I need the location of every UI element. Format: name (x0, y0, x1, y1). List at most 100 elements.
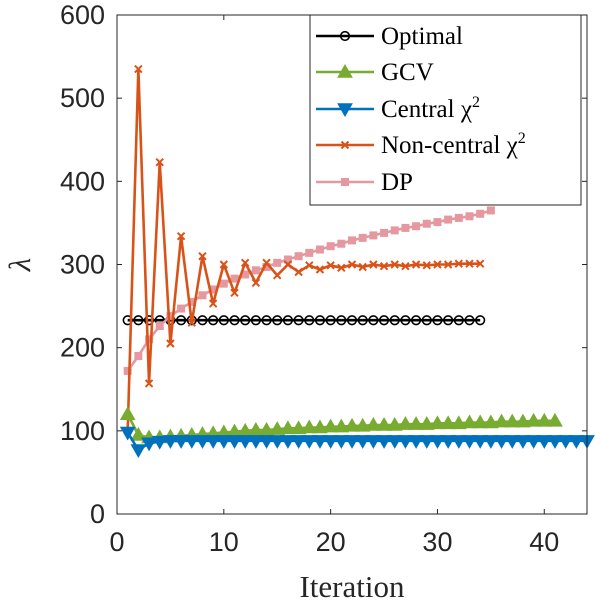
data-point (326, 242, 335, 251)
data-point (486, 206, 495, 215)
data-point (557, 435, 574, 449)
data-point (440, 415, 456, 430)
series-3 (123, 64, 485, 436)
data-point (273, 271, 282, 280)
data-point (493, 435, 510, 449)
data-point (155, 322, 164, 331)
data-point (429, 435, 446, 449)
data-point (175, 315, 187, 326)
legend-item: DP (316, 169, 413, 196)
data-point (133, 315, 144, 326)
series-2 (119, 426, 595, 458)
y-tick-label: 600 (60, 0, 105, 30)
data-point (515, 413, 531, 428)
data-point (151, 435, 168, 450)
data-point (205, 435, 221, 449)
data-point (450, 415, 467, 430)
data-point (325, 315, 336, 326)
data-point (525, 412, 542, 427)
data-point (397, 416, 414, 430)
data-point (400, 315, 411, 326)
data-point (283, 255, 292, 264)
series-line (126, 67, 481, 431)
legend-label: GCV (381, 59, 434, 86)
data-point (344, 417, 360, 432)
data-point (240, 258, 250, 268)
data-point (269, 435, 286, 449)
data-point (312, 419, 328, 434)
data-point (354, 417, 371, 432)
x-tick-label: 0 (109, 527, 124, 557)
data-point (390, 226, 399, 235)
data-point (197, 315, 208, 326)
y-tick-label: 300 (60, 250, 105, 280)
data-point (504, 435, 521, 449)
legend-marker (337, 63, 353, 78)
x-tick-label: 40 (529, 527, 559, 557)
data-point (183, 435, 200, 449)
data-point (261, 315, 272, 326)
data-point (365, 417, 382, 431)
data-point (357, 315, 368, 326)
data-point (312, 435, 328, 449)
data-point (433, 218, 442, 227)
data-point (472, 435, 489, 449)
data-point (337, 239, 346, 248)
data-point (412, 222, 421, 231)
y-tick-label: 400 (60, 166, 105, 196)
data-point (421, 315, 432, 326)
legend: Optimal GCV Central χ2 Non-central χ2 DP (309, 14, 582, 206)
data-point (250, 315, 261, 326)
data-point (410, 315, 422, 326)
data-point (476, 209, 485, 218)
data-point (464, 315, 475, 326)
legend-item: GCV (316, 59, 434, 86)
data-point (315, 265, 325, 274)
data-point (504, 413, 521, 428)
data-point (304, 315, 315, 326)
data-point (141, 437, 157, 452)
data-point (475, 259, 485, 268)
data-point (269, 421, 286, 435)
data-point (134, 351, 143, 360)
data-point (248, 435, 264, 449)
data-point (283, 260, 293, 269)
data-point (230, 288, 239, 297)
data-point (483, 414, 499, 429)
data-point (301, 419, 318, 434)
data-point (422, 261, 431, 270)
data-point (422, 219, 431, 228)
data-point (347, 260, 357, 269)
series-1 (119, 406, 563, 444)
data-point (123, 366, 132, 375)
legend-marker (341, 178, 349, 186)
data-point (314, 315, 326, 326)
data-point (401, 261, 410, 271)
data-point (358, 262, 367, 272)
series-4 (123, 206, 495, 375)
data-point (461, 435, 478, 449)
data-point (194, 435, 211, 449)
x-tick-label: 20 (316, 527, 346, 557)
data-point (525, 435, 542, 449)
data-point (376, 417, 392, 431)
data-point (155, 157, 164, 167)
data-point (547, 435, 563, 449)
data-point (408, 416, 424, 430)
data-point (305, 248, 314, 257)
data-point (166, 339, 175, 348)
legend-label: Non-central χ2 (381, 130, 526, 159)
data-point (322, 435, 339, 449)
data-point (177, 304, 186, 313)
data-point (443, 315, 454, 326)
legend-marker (339, 30, 351, 42)
data-point (119, 406, 136, 420)
data-point (358, 233, 367, 242)
data-point (280, 435, 296, 449)
data-point (475, 315, 486, 326)
data-point (389, 315, 400, 326)
data-point (251, 266, 260, 275)
data-point (240, 315, 251, 326)
data-point (280, 420, 296, 435)
